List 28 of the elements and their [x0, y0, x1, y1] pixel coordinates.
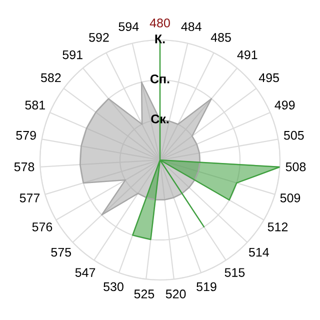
spoke-label: 577 — [20, 194, 40, 202]
spoke-label: 547 — [75, 268, 96, 277]
spoke-label: 508 — [286, 162, 306, 172]
spoke-label: 581 — [25, 100, 45, 110]
spoke-label: 485 — [210, 32, 231, 42]
spoke-label: 582 — [41, 73, 61, 82]
spoke-label: 509 — [280, 194, 300, 202]
spoke-label: 592 — [89, 32, 109, 42]
spoke-label: 576 — [32, 222, 52, 232]
spoke-label: 520 — [166, 290, 186, 298]
spoke-label: 495 — [258, 73, 279, 82]
spoke-label: 484 — [181, 22, 202, 32]
spoke-label: 480 — [150, 18, 170, 28]
spoke-label: 530 — [104, 282, 124, 292]
spoke-label: 519 — [196, 282, 216, 292]
spoke-label: 578 — [14, 162, 34, 172]
spoke-label: 512 — [268, 222, 288, 232]
spoke-label: 499 — [274, 100, 295, 110]
spoke-label: 514 — [248, 248, 269, 257]
spoke-label: 491 — [237, 50, 258, 60]
spoke-label: 525 — [134, 290, 154, 298]
spoke-label: 579 — [16, 130, 36, 140]
spoke-label: 575 — [51, 248, 71, 257]
y-tick-label: К. — [155, 34, 165, 44]
spoke-label: 515 — [224, 268, 245, 277]
spoke-label: 594 — [118, 22, 139, 32]
spoke-label: 505 — [284, 130, 304, 140]
spoke-label: 591 — [62, 50, 82, 60]
